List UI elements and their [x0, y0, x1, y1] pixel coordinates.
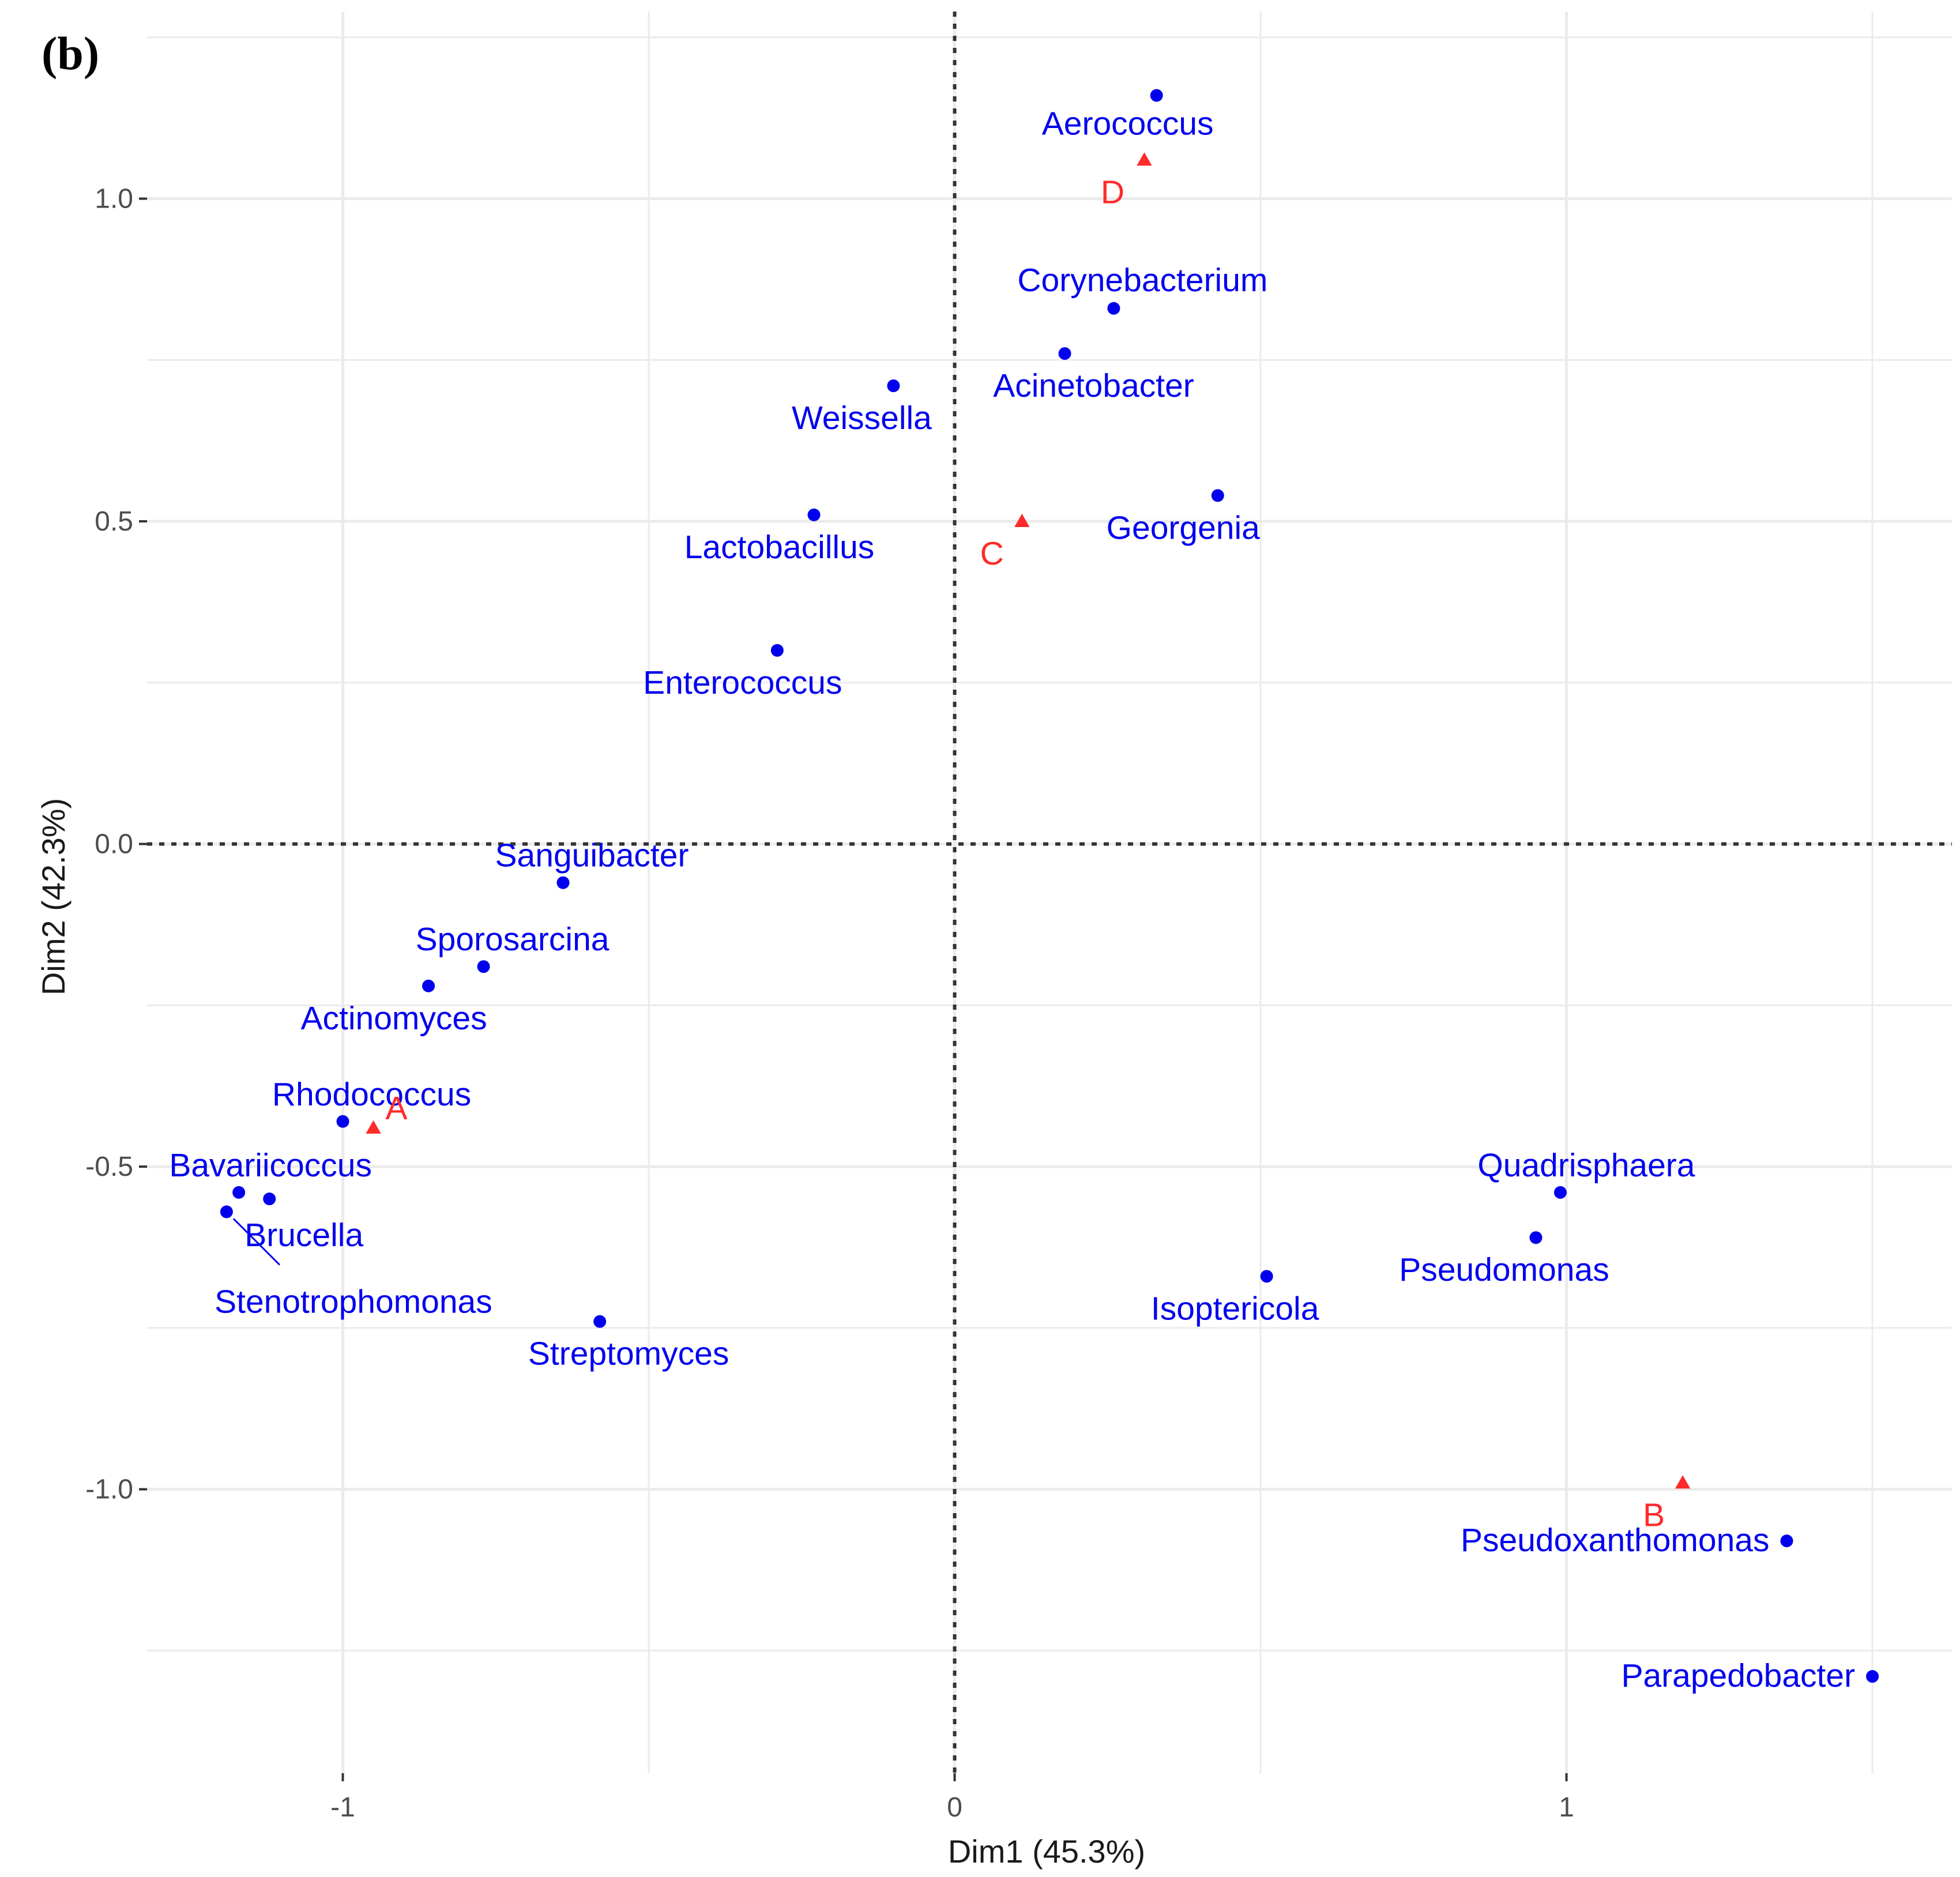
sample-label-a: A — [386, 1090, 408, 1127]
axes: -1 0 1 -1.0 -0.5 0.0 0.5 1.0 — [85, 184, 1574, 1823]
genus-point-sporosarcina — [477, 960, 490, 973]
genus-label-lactobacillus: Lactobacillus — [684, 529, 875, 566]
genus-point-stenotrophomonas — [220, 1205, 233, 1218]
panel-label: (b) — [42, 27, 99, 80]
genus-point-lactobacillus — [807, 508, 821, 521]
point-labels: Aerococcus Corynebacterium Acinetobacter We… — [169, 105, 1855, 1694]
genus-label-streptomyces: Streptomyces — [528, 1336, 729, 1372]
genus-point-rhodococcus — [336, 1115, 349, 1128]
x-tick-label: -1 — [330, 1792, 355, 1823]
reference-lines — [147, 12, 1952, 1773]
genus-label-brucella: Brucella — [244, 1217, 363, 1254]
genus-label-actinomyces: Actinomyces — [301, 1000, 487, 1037]
genus-label-enterococcus: Enterococcus — [643, 664, 842, 701]
genus-label-bavariicoccus: Bavariicoccus — [169, 1147, 372, 1184]
genus-label-corynebacterium: Corynebacterium — [1017, 262, 1267, 299]
genus-point-isoptericola — [1260, 1270, 1273, 1283]
sample-point-a — [366, 1120, 381, 1134]
genus-label-isoptericola: Isoptericola — [1151, 1290, 1319, 1327]
y-tick-label: 0.0 — [95, 829, 133, 860]
genus-label-acinetobacter: Acinetobacter — [993, 367, 1194, 404]
genus-label-sporosarcina: Sporosarcina — [416, 921, 610, 958]
genus-point-corynebacterium — [1107, 302, 1120, 315]
genus-point-actinomyces — [422, 979, 435, 992]
label-leader-lines — [232, 1218, 280, 1266]
genus-label-sanguibacter: Sanguibacter — [495, 837, 689, 874]
genus-point-parapedobacter — [1866, 1670, 1879, 1683]
genus-label-georgenia: Georgenia — [1107, 509, 1260, 546]
genus-point-acinetobacter — [1058, 347, 1071, 360]
x-axis-title: Dim1 (45.3%) — [948, 1833, 1145, 1870]
y-tick-label: 1.0 — [95, 184, 133, 215]
genus-label-parapedobacter: Parapedobacter — [1621, 1657, 1855, 1694]
x-tick-label: 1 — [1559, 1792, 1574, 1823]
stenotrophomonas-leader-line — [232, 1218, 280, 1266]
y-tick-label: 0.5 — [95, 506, 133, 537]
genus-point-sanguibacter — [556, 876, 570, 889]
genus-point-aerococcus — [1150, 89, 1163, 102]
genus-point-enterococcus — [770, 644, 784, 657]
genus-point-brucella — [263, 1193, 276, 1206]
sample-label-c: C — [980, 535, 1004, 572]
data-points — [220, 89, 1879, 1683]
y-tick-label: -0.5 — [85, 1152, 133, 1182]
genus-label-pseudomonas: Pseudomonas — [1399, 1251, 1609, 1288]
genus-point-quadrisphaera — [1553, 1186, 1567, 1199]
genus-label-pseudoxanthomonas: Pseudoxanthomonas — [1461, 1522, 1770, 1559]
sample-point-c — [1014, 513, 1030, 527]
sample-label-b: B — [1643, 1496, 1665, 1533]
genus-point-weissella — [887, 379, 900, 393]
sample-point-d — [1137, 152, 1152, 166]
genus-label-rhodococcus: Rhodococcus — [272, 1076, 471, 1113]
genus-point-pseudoxanthomonas — [1780, 1534, 1793, 1548]
genus-label-quadrisphaera: Quadrisphaera — [1477, 1147, 1695, 1184]
x-tick-label: 0 — [947, 1792, 962, 1823]
genus-label-weissella: Weissella — [792, 400, 932, 437]
genus-point-streptomyces — [593, 1315, 607, 1328]
genus-label-stenotrophomonas: Stenotrophomonas — [215, 1283, 492, 1320]
y-axis-title: Dim2 (42.3%) — [35, 798, 72, 995]
genus-point-georgenia — [1211, 489, 1224, 502]
genus-label-aerococcus: Aerococcus — [1042, 105, 1214, 142]
grid-lines — [147, 12, 1952, 1773]
genus-point-pseudomonas — [1529, 1231, 1543, 1244]
sample-label-d: D — [1101, 174, 1124, 210]
y-tick-label: -1.0 — [85, 1474, 133, 1505]
sample-point-b — [1675, 1475, 1691, 1489]
genus-point-bavariicoccus — [232, 1186, 246, 1199]
